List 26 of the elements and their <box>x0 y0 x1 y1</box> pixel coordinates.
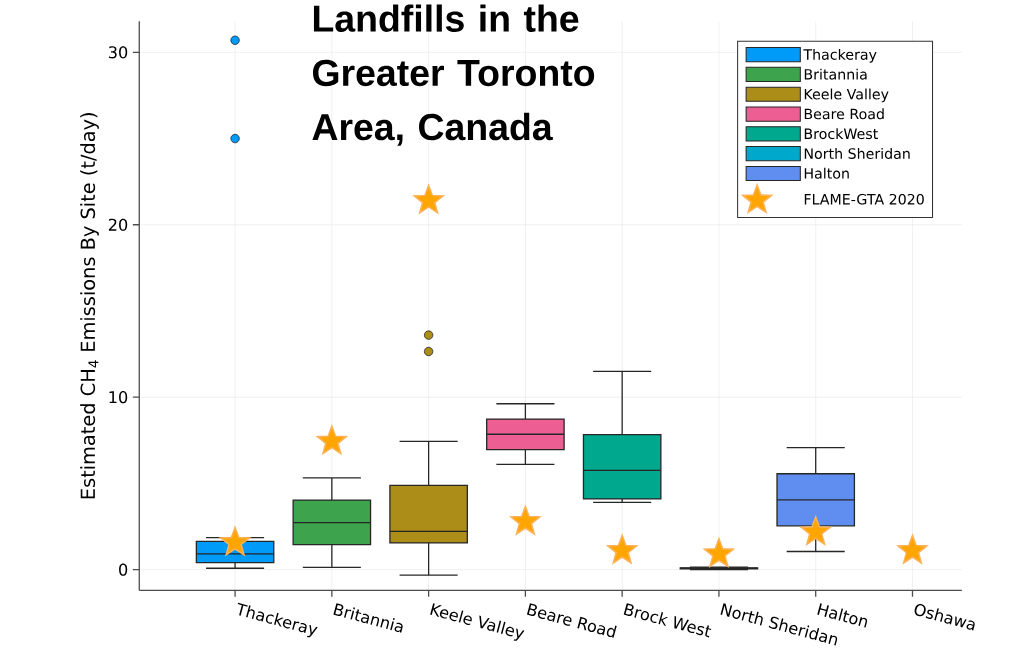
text: Landfills in the Greater Toronto Area, Canada <box>312 4 595 146</box>
legend-label: Beare Road <box>804 108 884 120</box>
point <box>897 534 928 564</box>
x-tick-label: Oshawa <box>914 603 975 631</box>
y-axis-title: Estimated CH$_{4}$ Emissions By Site (t/day) <box>80 113 99 499</box>
x-tick-label: Beare Road <box>526 603 617 638</box>
y-tick-label: 30 <box>108 46 128 59</box>
legend-label: FLAME-GTA 2020 <box>804 193 924 205</box>
y-tick-label: 10 <box>109 391 128 404</box>
legend-label: North Sheridan <box>804 147 910 159</box>
y-tick-label: 0 <box>119 563 128 576</box>
legend-label: Thackeray <box>803 48 877 63</box>
x-tick-label: Keele Valley <box>430 603 525 641</box>
x-tick-label: Brock West <box>623 603 712 638</box>
y-tick-label: 20 <box>108 218 128 231</box>
point <box>510 505 541 535</box>
legend-label: Halton <box>804 167 849 179</box>
point <box>316 425 347 455</box>
legend-label: Britannia <box>804 68 867 80</box>
legend-label: Keele Valley <box>804 88 889 103</box>
legend-label: BrockWest <box>804 128 878 140</box>
point <box>800 516 831 545</box>
point <box>413 184 444 214</box>
point <box>703 538 735 567</box>
point <box>607 534 638 564</box>
point <box>219 526 251 556</box>
